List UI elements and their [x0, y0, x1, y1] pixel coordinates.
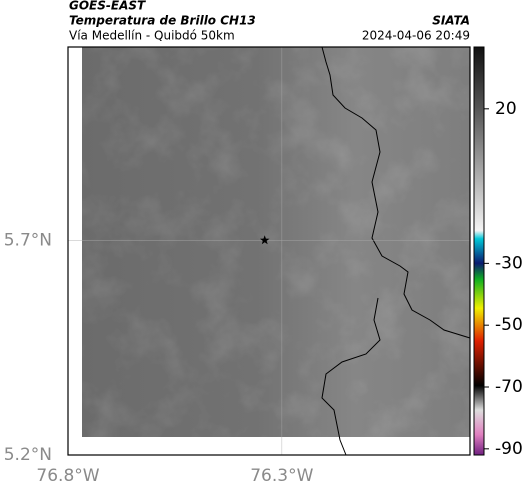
subtitle: Temperatura de Brillo CH13: [69, 14, 256, 28]
borders: [321, 46, 471, 456]
location-marker: [260, 235, 270, 245]
colorbar-tick-label: -30: [495, 253, 523, 273]
y-tick-label: 5.7°N: [4, 230, 52, 250]
x-tick-label: 76.3°W: [250, 466, 313, 486]
route: Vía Medellín - Quibdó 50km: [69, 29, 235, 43]
colorbar-tick-label: 20: [495, 99, 517, 119]
map-frame: [67, 46, 471, 456]
x-tick-label: 76.8°W: [36, 466, 99, 486]
colorbar: [473, 46, 485, 456]
colorbar-tick-label: -70: [495, 377, 523, 397]
source: SIATA: [432, 14, 470, 28]
y-tick-label: 5.2°N: [4, 445, 52, 465]
coastline: [321, 46, 471, 339]
timestamp: 2024-04-06 20:49: [362, 29, 470, 43]
title: GOES-EAST: [69, 0, 146, 13]
colorbar-tick-label: -90: [495, 439, 523, 459]
colorbar-tick-label: -50: [495, 315, 523, 335]
border: [321, 297, 381, 456]
cloud-texture: [82, 47, 470, 437]
